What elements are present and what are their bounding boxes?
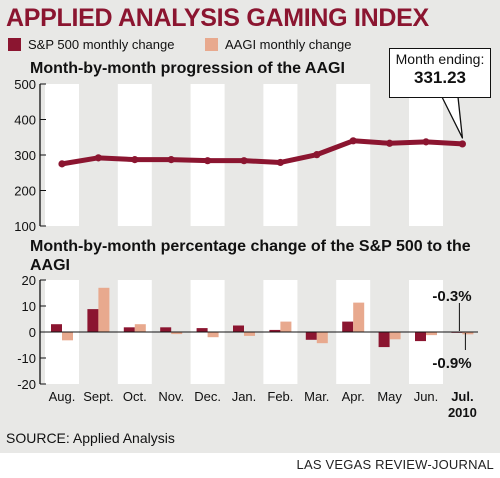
bar-y-tick-label: -20 — [17, 377, 36, 392]
aagi-point — [422, 138, 430, 146]
source-note: SOURCE: Applied Analysis — [6, 430, 175, 446]
bar-y-tick-label: 10 — [22, 299, 36, 314]
aagi-point — [276, 158, 284, 167]
aagi-bar — [98, 287, 110, 332]
aagi-bar — [207, 332, 219, 338]
aagi-point — [131, 156, 139, 164]
annotation-aagi-july: -0.9% — [432, 355, 471, 372]
sp500-bar — [196, 328, 208, 332]
line-y-tick-label: 400 — [14, 113, 36, 128]
line-column-band — [45, 84, 79, 226]
legend-aagi-label: AAGI monthly change — [225, 37, 352, 52]
legend-aagi-swatch — [205, 38, 218, 51]
line-column-band — [117, 84, 152, 226]
line-chart-title: Month-by-month progression of the AAGI — [30, 60, 345, 77]
aagi-bar — [462, 332, 474, 335]
aagi-line — [59, 138, 465, 167]
line-y-tick-label: 500 — [14, 77, 36, 92]
aagi-point — [313, 151, 321, 159]
sp500-bar — [51, 324, 62, 332]
chart-title: APPLIED ANALYSIS GAMING INDEX — [6, 4, 429, 32]
aagi-bar — [389, 332, 401, 340]
x-category-label: Jul. — [451, 389, 473, 404]
bar-y-tick-label: 20 — [22, 273, 36, 288]
aagi-point — [204, 157, 212, 165]
x-category-year: 2010 — [448, 405, 477, 420]
legend-sp500-label: S&P 500 monthly change — [28, 37, 175, 52]
publisher-credit: LAS VEGAS REVIEW-JOURNAL — [296, 457, 494, 472]
sp500-bar — [123, 327, 135, 332]
bar-y-tick-label: -10 — [17, 351, 36, 366]
sp500-bar — [305, 332, 317, 340]
sp500-bar — [269, 329, 281, 332]
aagi-point — [349, 137, 357, 145]
aagi-bar — [134, 324, 146, 332]
line-y-tick-label: 300 — [14, 148, 36, 163]
line-column-band — [336, 84, 371, 226]
x-category-label: Sept. — [83, 389, 113, 404]
aagi-point — [58, 160, 66, 168]
legend-sp500-swatch — [8, 38, 21, 51]
line-column-band — [190, 84, 225, 226]
aagi-point — [167, 156, 175, 164]
x-category-label: Jan. — [232, 389, 257, 404]
x-category-label: May — [377, 389, 402, 404]
legend-sp500: S&P 500 monthly change — [8, 37, 174, 52]
callout-label: Month ending: — [395, 51, 485, 67]
line-column-band — [409, 84, 443, 226]
legend-aagi: AAGI monthly change — [205, 37, 351, 52]
sp500-bar — [160, 327, 172, 332]
x-category-label: Dec. — [194, 389, 221, 404]
aagi-point — [94, 154, 102, 162]
line-column-band — [263, 84, 298, 226]
aagi-point — [386, 139, 394, 147]
aagi-bar — [62, 332, 73, 341]
x-category-label: Nov. — [158, 389, 184, 404]
sp500-bar — [342, 321, 354, 332]
callout-pointer — [441, 96, 464, 139]
x-category-label: Apr. — [342, 389, 365, 404]
aagi-bar — [353, 302, 365, 332]
line-y-tick-label: 100 — [14, 219, 36, 234]
x-category-label: Feb. — [267, 389, 293, 404]
aagi-bar — [426, 332, 437, 336]
aagi-bar — [280, 321, 292, 332]
aagi-point — [458, 140, 466, 148]
callout-value: 331.23 — [414, 68, 466, 87]
sp500-bar — [378, 332, 390, 348]
x-category-label: Jun. — [414, 389, 439, 404]
aagi-point — [240, 157, 248, 165]
x-category-label: Oct. — [123, 389, 147, 404]
sp500-bar — [233, 325, 244, 332]
x-category-label: Aug. — [49, 389, 76, 404]
bar-y-tick-label: 0 — [29, 325, 36, 340]
x-category-label: Mar. — [304, 389, 329, 404]
month-ending-callout: Month ending: 331.23 — [389, 48, 491, 98]
bar-chart-title: Month-by-month percentage change of the … — [30, 238, 471, 274]
sp500-bar — [415, 332, 426, 342]
annotation-sp500-july: -0.3% — [432, 288, 471, 305]
sp500-bar — [87, 309, 99, 332]
aagi-bar — [244, 332, 255, 336]
line-y-tick-label: 200 — [14, 184, 36, 199]
aagi-bar — [171, 332, 183, 335]
aagi-bar — [316, 332, 328, 344]
